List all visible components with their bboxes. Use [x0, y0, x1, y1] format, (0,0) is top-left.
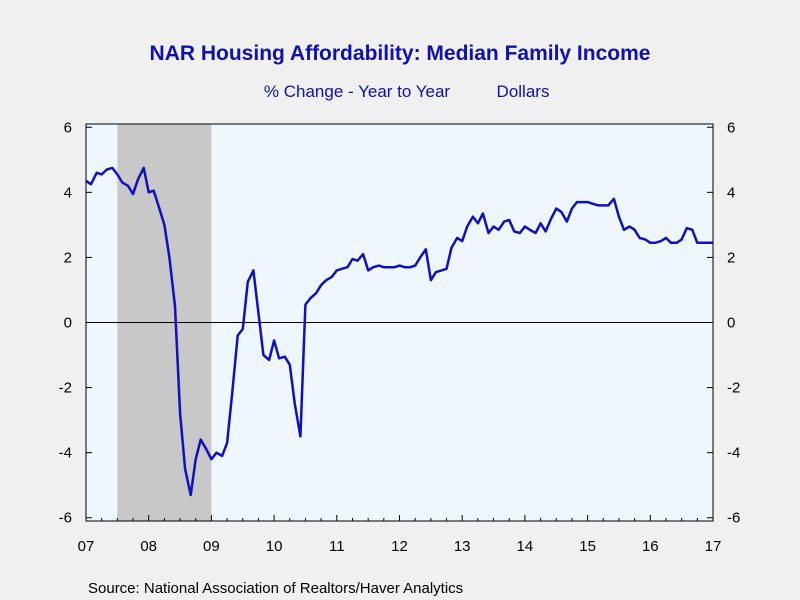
- y-tick-label-right: -6: [727, 510, 740, 527]
- y-tick-label-left: 2: [64, 249, 72, 266]
- y-tick-label-left: 0: [64, 315, 72, 332]
- y-axis-right: 6 4 2 0 -2 -4 -6: [707, 119, 740, 527]
- series-line: [85, 166, 713, 497]
- source-note: Source: National Association of Realtors…: [88, 580, 463, 597]
- x-tick-label: 16: [642, 538, 659, 555]
- x-tick-label: 09: [203, 538, 220, 555]
- x-tick-label: 10: [266, 538, 283, 555]
- y-tick-label-right: 6: [727, 119, 735, 136]
- x-tick-label: 12: [391, 538, 408, 555]
- x-axis: 07 08 09 10 11 12 13 14 15 16 17: [78, 515, 722, 555]
- y-tick-label-left: -2: [59, 380, 72, 397]
- x-tick-label: 14: [517, 538, 534, 555]
- chart-subtitle-left: % Change - Year to Year: [264, 82, 451, 101]
- y-tick-label-left: -6: [59, 510, 72, 527]
- x-tick-label: 17: [705, 538, 722, 555]
- chart-subtitle-right: Dollars: [497, 82, 550, 101]
- y-tick-label-left: 4: [64, 184, 72, 201]
- y-tick-label-left: 6: [64, 119, 72, 136]
- y-axis-left: 6 4 2 0 -2 -4 -6: [59, 119, 92, 527]
- y-tick-label-right: 2: [727, 249, 735, 266]
- x-tick-label: 11: [329, 538, 345, 555]
- y-tick-label-right: 0: [727, 315, 735, 332]
- x-tick-label: 13: [454, 538, 471, 555]
- x-tick-label: 15: [579, 538, 596, 555]
- y-tick-label-right: -4: [727, 445, 740, 462]
- x-tick-label: 07: [78, 538, 95, 555]
- plot-area: [85, 123, 714, 522]
- chart-title: NAR Housing Affordability: Median Family…: [150, 42, 651, 65]
- y-tick-label-right: 4: [727, 184, 735, 201]
- y-tick-label-right: -2: [727, 380, 740, 397]
- y-tick-label-left: -4: [59, 445, 72, 462]
- x-tick-label: 08: [140, 538, 157, 555]
